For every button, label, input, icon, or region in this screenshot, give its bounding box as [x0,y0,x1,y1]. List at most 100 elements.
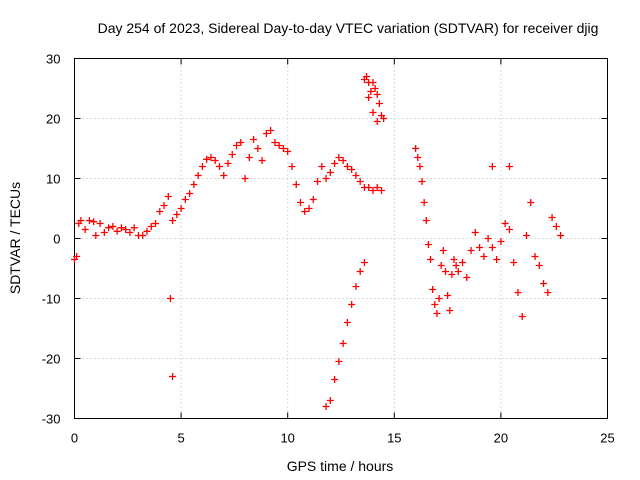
data-point [296,199,304,206]
data-point [254,145,262,152]
data-point [505,226,513,233]
data-point [96,220,104,227]
data-point [73,253,81,260]
data-point [318,163,326,170]
data-point [343,163,351,170]
data-point [343,319,351,326]
data-point [371,85,379,92]
data-point [448,271,456,278]
series-1 [322,259,368,410]
data-point [177,205,185,212]
data-point [510,259,518,266]
data-point [211,157,219,164]
y-tick-label: 0 [53,232,60,247]
data-point [441,268,449,275]
data-point [194,172,202,179]
plot-frame [74,58,608,419]
data-point [166,295,174,302]
data-point [113,227,121,235]
data-point [339,340,347,347]
data-point [501,220,509,227]
data-point [147,223,155,230]
data-point [418,178,426,185]
data-point [275,142,283,149]
y-tick-label: 20 [46,112,60,127]
data-point [117,224,125,232]
data-point [414,154,422,161]
grid [74,58,608,419]
data-point [352,283,360,290]
tick-labels: 0 5 10 15 20 25 -30 -20 -10 0 10 20 30 [42,52,615,446]
data-point [459,259,467,266]
data-point [215,163,223,170]
data-point [365,94,373,101]
data-point [463,274,471,281]
data-point [352,172,360,179]
data-point [431,301,439,308]
ticks [74,58,608,419]
data-point [160,202,168,209]
data-point [454,268,462,275]
data-point [164,193,172,200]
data-point [335,154,343,161]
data-point [471,229,479,236]
data-points [71,73,565,410]
data-point [437,262,445,269]
x-tick-label: 5 [177,431,184,446]
x-tick-label: 25 [600,431,614,446]
data-point [203,155,211,163]
data-point [271,139,279,146]
data-point [250,136,258,143]
data-point [424,241,432,248]
x-tick-label: 15 [387,431,401,446]
data-point [369,109,377,116]
x-tick-label: 10 [280,431,294,446]
data-point [497,238,505,245]
series-0 [71,127,386,263]
data-point [326,397,334,404]
data-point [186,190,194,197]
data-point [85,217,93,224]
x-tick-label: 0 [71,431,78,446]
data-point [126,229,134,236]
data-point [198,163,206,170]
data-point [522,232,530,239]
data-point [322,175,330,182]
data-point [544,289,552,296]
data-point [228,151,236,158]
data-point [169,373,177,380]
data-point [109,223,117,230]
data-point [476,244,484,251]
data-point [518,313,526,320]
data-point [439,247,447,254]
data-point [292,181,300,188]
data-point [373,118,381,125]
data-point [378,187,386,194]
data-point [427,256,435,263]
data-point [152,220,160,227]
data-point [422,217,430,224]
data-point [369,187,377,194]
data-point [130,224,138,232]
chart-title: Day 254 of 2023, Sidereal Day-to-day VTE… [98,20,599,36]
data-point [279,145,287,152]
data-point [373,184,381,191]
data-point [488,163,496,170]
data-point [331,160,339,167]
data-point [380,115,388,122]
data-point [527,199,535,206]
data-point [100,229,108,236]
data-point [356,178,364,185]
data-point [237,139,245,146]
y-axis-label: SDTVAR / TECUs [7,182,23,294]
data-point [488,244,496,251]
data-point [348,166,356,173]
data-point [331,376,339,383]
data-point [365,184,373,191]
y-tick-label: -10 [42,292,61,307]
data-point [92,232,100,239]
data-point [207,154,215,161]
data-point [412,145,420,152]
data-point [420,199,428,206]
